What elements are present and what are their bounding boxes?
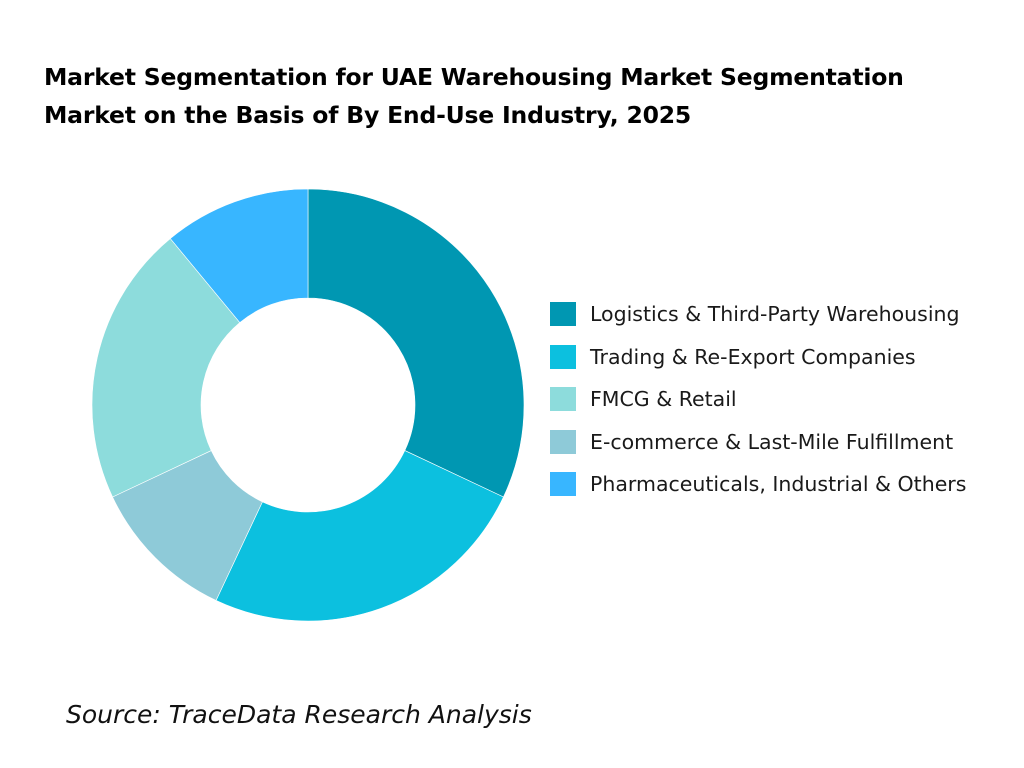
legend-item: FMCG & Retail <box>550 378 966 421</box>
donut-slice <box>215 450 504 622</box>
legend-item: Trading & Re-Export Companies <box>550 336 966 379</box>
chart-title: Market Segmentation for UAE Warehousing … <box>44 58 1004 134</box>
legend-label: E-commerce & Last-Mile Fulfillment <box>590 429 954 454</box>
chart-title-line-1: Market Segmentation for UAE Warehousing … <box>44 63 904 91</box>
donut-slice <box>91 238 241 498</box>
legend-item: Logistics & Third-Party Warehousing <box>550 293 966 336</box>
legend-item: Pharmaceuticals, Industrial & Others <box>550 463 966 506</box>
legend-swatch <box>550 387 576 412</box>
legend-label: Trading & Re-Export Companies <box>590 344 916 369</box>
legend-label: FMCG & Retail <box>590 387 737 412</box>
legend-swatch <box>550 472 576 497</box>
donut-slice <box>169 188 309 323</box>
chart-legend: Logistics & Third-Party Warehousing Trad… <box>550 293 966 506</box>
legend-swatch <box>550 302 576 327</box>
legend-label: Pharmaceuticals, Industrial & Others <box>590 472 967 497</box>
legend-swatch <box>550 344 576 369</box>
source-note: Source: TraceData Research Analysis <box>66 700 532 729</box>
donut-slice <box>307 188 525 498</box>
legend-swatch <box>550 429 576 454</box>
chart-title-line-2: Market on the Basis of By End-Use Indust… <box>44 101 692 129</box>
legend-item: E-commerce & Last-Mile Fulfillment <box>550 421 966 464</box>
legend-label: Logistics & Third-Party Warehousing <box>590 302 960 327</box>
